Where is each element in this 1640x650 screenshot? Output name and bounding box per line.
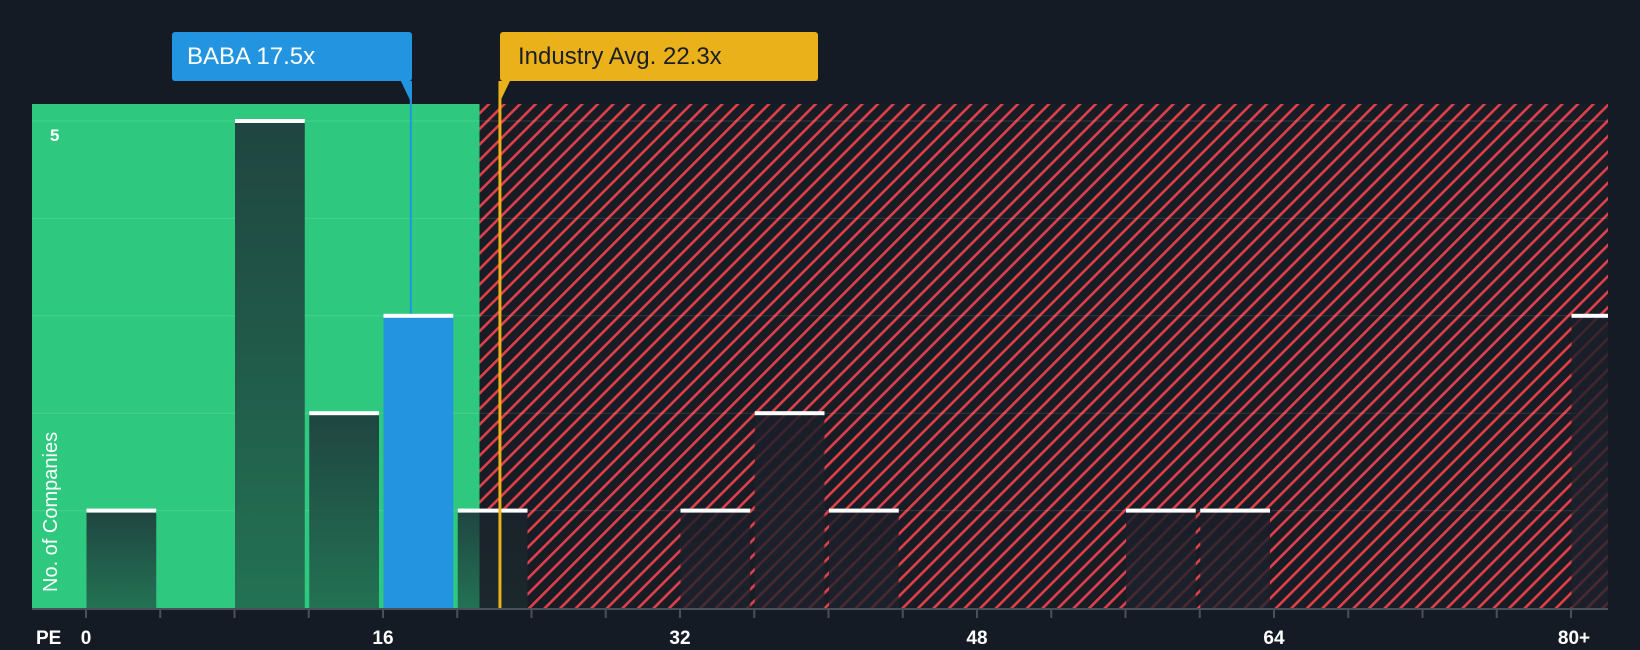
industry-average-callout: Industry Avg. 22.3x (500, 32, 818, 81)
bar-cap (383, 313, 454, 318)
baba-pe-callout: BABA 17.5x (172, 32, 412, 81)
histogram-bar (680, 510, 751, 608)
histogram-bar (1571, 315, 1608, 608)
bar-cap (829, 508, 899, 513)
x-tick-label: 32 (669, 628, 691, 649)
x-tick-label: 80+ (1557, 628, 1591, 649)
bar-cap (86, 508, 157, 513)
bar-cap (1200, 508, 1270, 513)
bar-cap (1571, 313, 1608, 318)
histogram-bar (1200, 510, 1270, 608)
bar-cap (754, 411, 825, 416)
x-tick-label: 48 (966, 628, 988, 649)
histogram-bar (754, 413, 825, 608)
baba-callout-pointer (400, 81, 412, 104)
histogram-bar (235, 121, 305, 608)
x-tick-label: 16 (372, 628, 394, 649)
histogram-bar (86, 510, 157, 608)
histogram-bar-overlap (479, 510, 528, 608)
x-tick-label: 64 (1263, 628, 1285, 649)
histogram-bar (1126, 510, 1196, 608)
industry-callout-pointer (498, 81, 510, 104)
baba-bar (383, 315, 454, 608)
bar-cap (457, 508, 528, 513)
overvalued-zone (479, 104, 1608, 608)
x-tick-label: 0 (80, 628, 92, 649)
histogram-bar (309, 413, 379, 608)
y-axis-max-label: 5 (50, 126, 60, 145)
bar-cap (309, 411, 379, 416)
bar-cap (680, 508, 751, 513)
x-axis-title: PE (36, 628, 62, 649)
bar-cap (1126, 508, 1196, 513)
histogram-bar (829, 510, 899, 608)
y-axis-title: No. of Companies (40, 431, 62, 592)
bar-cap (235, 119, 305, 123)
